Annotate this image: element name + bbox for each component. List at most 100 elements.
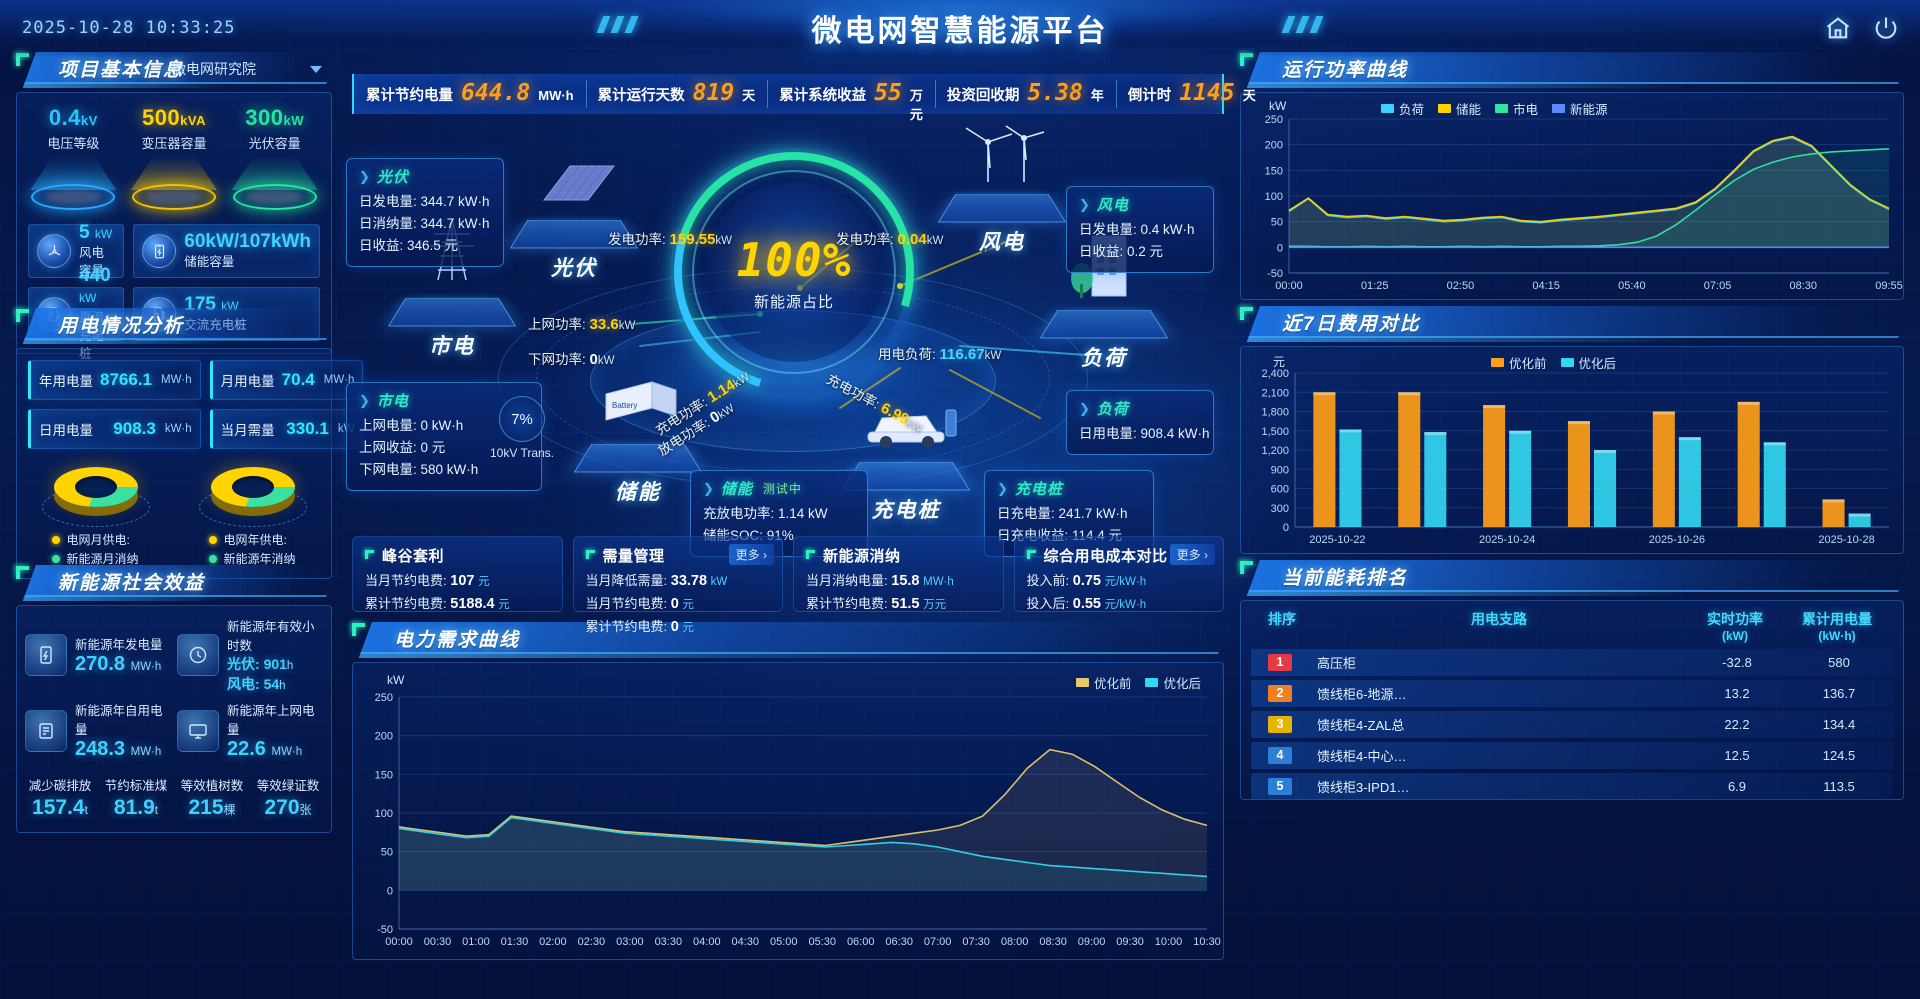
summary-unit: 张: [299, 803, 312, 817]
svg-text:50: 50: [381, 847, 393, 859]
card-row: 上网收益: 0 元: [359, 439, 446, 455]
social-unit: MW·h: [130, 746, 162, 758]
kpi-unit: 年: [1090, 88, 1104, 103]
node-charger[interactable]: 充电桩: [841, 409, 971, 524]
kpi-unit: 万元: [909, 88, 923, 122]
legend-item[interactable]: 优化后: [1560, 353, 1616, 372]
svg-text:300: 300: [1271, 503, 1289, 515]
chart-legend: 优化前 优化后: [1491, 353, 1616, 372]
svg-text:01:30: 01:30: [501, 936, 529, 948]
legend-item[interactable]: 优化后: [1145, 673, 1201, 692]
node-grid[interactable]: 市电: [387, 217, 517, 360]
svg-text:04:00: 04:00: [693, 936, 721, 948]
rank-badge: 5: [1268, 778, 1292, 795]
svg-text:2025-10-24: 2025-10-24: [1479, 534, 1535, 546]
benefit-mini-cards: 峰谷套利 当月节约电费: 107 元 累计节约电费: 5188.4 元 需量管理…: [352, 536, 1224, 635]
usage-label: 月用电量: [220, 374, 275, 389]
rank-energy: 124.5: [1822, 748, 1856, 763]
svg-text:00:30: 00:30: [424, 936, 452, 948]
page-header: 2025-10-28 10:33:25 微电网智慧能源平台: [0, 0, 1920, 62]
table-row[interactable]: 1 高压柜 -32.8 580: [1251, 649, 1893, 676]
rank-power: 12.5: [1724, 748, 1750, 763]
flow-label-load: 用电负荷: 116.67kW: [878, 343, 1001, 363]
energy-flow-diagram: 100% 新能源占比 市电 光伏: [340, 109, 1240, 538]
corner-marker-icon: [352, 623, 368, 639]
legend-item[interactable]: 优化前: [1491, 353, 1547, 372]
usage-label: 日用电量: [39, 423, 93, 438]
node-label: 充电桩: [871, 499, 941, 522]
svg-text:01:25: 01:25: [1361, 280, 1389, 292]
flow-label-grid-import: 下网功率: 0kW: [528, 348, 614, 368]
clock-icon: [177, 634, 219, 676]
panel-title: 用电情况分析: [58, 316, 185, 337]
rank-col-energy: 累计用电量 (kW·h): [1783, 609, 1891, 643]
project-select[interactable]: 微电网研究院: [172, 58, 322, 80]
summary-unit: t: [154, 803, 159, 817]
rank-col-energy-line2: (kW·h): [1818, 629, 1856, 643]
node-load[interactable]: 负荷: [1039, 235, 1169, 372]
table-row[interactable]: 2 馈线柜6-地源… 13.2 136.7: [1251, 680, 1893, 707]
home-icon[interactable]: [1824, 14, 1852, 47]
legend-item[interactable]: 新能源: [1552, 99, 1608, 118]
legend-swatch: [1491, 358, 1504, 367]
panel-body: 新能源年发电量 270.8 MW·h 新能源年有效小时数 光伏: 901h 风电…: [16, 605, 332, 833]
wind-hours-unit: h: [279, 680, 286, 692]
power-icon[interactable]: [1872, 14, 1900, 47]
flow-label-text: 发电功率:: [836, 232, 894, 247]
table-row[interactable]: 3 馈线柜4-ZAL总 22.2 134.4: [1251, 711, 1893, 738]
card-status-tag: 测试中: [762, 482, 802, 496]
node-pv[interactable]: 光伏: [509, 165, 639, 282]
mini-title: 需量管理: [602, 548, 665, 565]
table-row[interactable]: 5 馈线柜3-IPD1… 6.9 113.5: [1251, 773, 1893, 800]
node-platform: [387, 298, 517, 327]
flow-unit: kW: [926, 235, 944, 247]
mini-card-renewable-consumption: 新能源消纳 当月消纳电量: 15.8 MW·h 累计节约电费: 51.5 万元: [793, 536, 1004, 612]
legend-swatch: [1495, 104, 1509, 113]
legend-label: 优化前: [1509, 357, 1547, 371]
chart-demand-curve: kW 优化前 优化后 -50 0 50 100 150 200 250 00:00 00:30 0…: [352, 662, 1224, 960]
more-button[interactable]: 更多 ›: [728, 544, 774, 565]
svg-text:0: 0: [1283, 522, 1289, 534]
corner-marker-icon: [1240, 307, 1256, 323]
usage-card-monthly: 月用电量 70.4 MW·h: [209, 360, 364, 400]
mini-label: 当月节约电费:: [365, 573, 447, 588]
rank-badge: 1: [1268, 654, 1292, 671]
kpi-label: 累计运行天数: [597, 88, 685, 104]
table-row[interactable]: 4 馈线柜4-中心… 12.5 124.5: [1251, 742, 1893, 769]
legend-item[interactable]: 优化前: [1075, 673, 1131, 692]
social-label: 新能源年自用电量: [75, 704, 163, 737]
node-ess[interactable]: Battery 储能: [573, 381, 703, 506]
spot-label: 光伏容量: [248, 136, 301, 151]
node-label: 风电: [979, 231, 1025, 254]
flow-unit: kW: [715, 235, 733, 247]
legend-swatch: [1560, 358, 1574, 367]
flow-value: 0.04: [897, 231, 927, 248]
mini-label: 当月降低需量:: [585, 573, 668, 588]
more-button[interactable]: 更多 ›: [1169, 544, 1215, 565]
svg-text:05:00: 05:00: [770, 936, 798, 948]
flow-unit: kW: [984, 350, 1002, 362]
summary-value: 215: [188, 796, 224, 819]
legend-item[interactable]: 储能: [1438, 99, 1481, 118]
node-wind[interactable]: 风电: [937, 125, 1067, 256]
flow-unit: kW: [618, 320, 636, 332]
legend-item[interactable]: 负荷: [1381, 99, 1424, 118]
legend-item[interactable]: 市电: [1495, 99, 1538, 118]
usage-stat-cards: 年用电量 8766.1 MW·h 月用电量 70.4 MW·h 日用电量 908…: [17, 349, 364, 455]
mini-label: 累计节约电费:: [585, 619, 668, 635]
wind-turbine-icon: [37, 234, 71, 268]
svg-text:1,800: 1,800: [1261, 407, 1289, 419]
svg-text:08:30: 08:30: [1039, 936, 1067, 948]
usage-card-daily: 日用电量 908.3 kW·h: [28, 409, 201, 449]
legend-label: 电网年供电:: [223, 533, 287, 547]
legend-label: 优化后: [1163, 677, 1201, 691]
svg-text:06:00: 06:00: [847, 936, 875, 948]
light-ring: [31, 184, 116, 210]
card-title: 风电: [1096, 197, 1129, 214]
chevron-down-icon: [310, 65, 322, 73]
rank-table-header: 排序 用电支路 实时功率 (kW) 累计用电量 (kW·h): [1241, 601, 1903, 649]
kpi-item: 累计节约电量 644.8 MW·h: [354, 80, 586, 108]
kpi-strip: 累计节约电量 644.8 MW·h 累计运行天数 819 天 累计系统收益 55…: [352, 74, 1256, 122]
card-title: 光伏: [376, 169, 409, 186]
corner-marker-icon: [16, 566, 32, 582]
